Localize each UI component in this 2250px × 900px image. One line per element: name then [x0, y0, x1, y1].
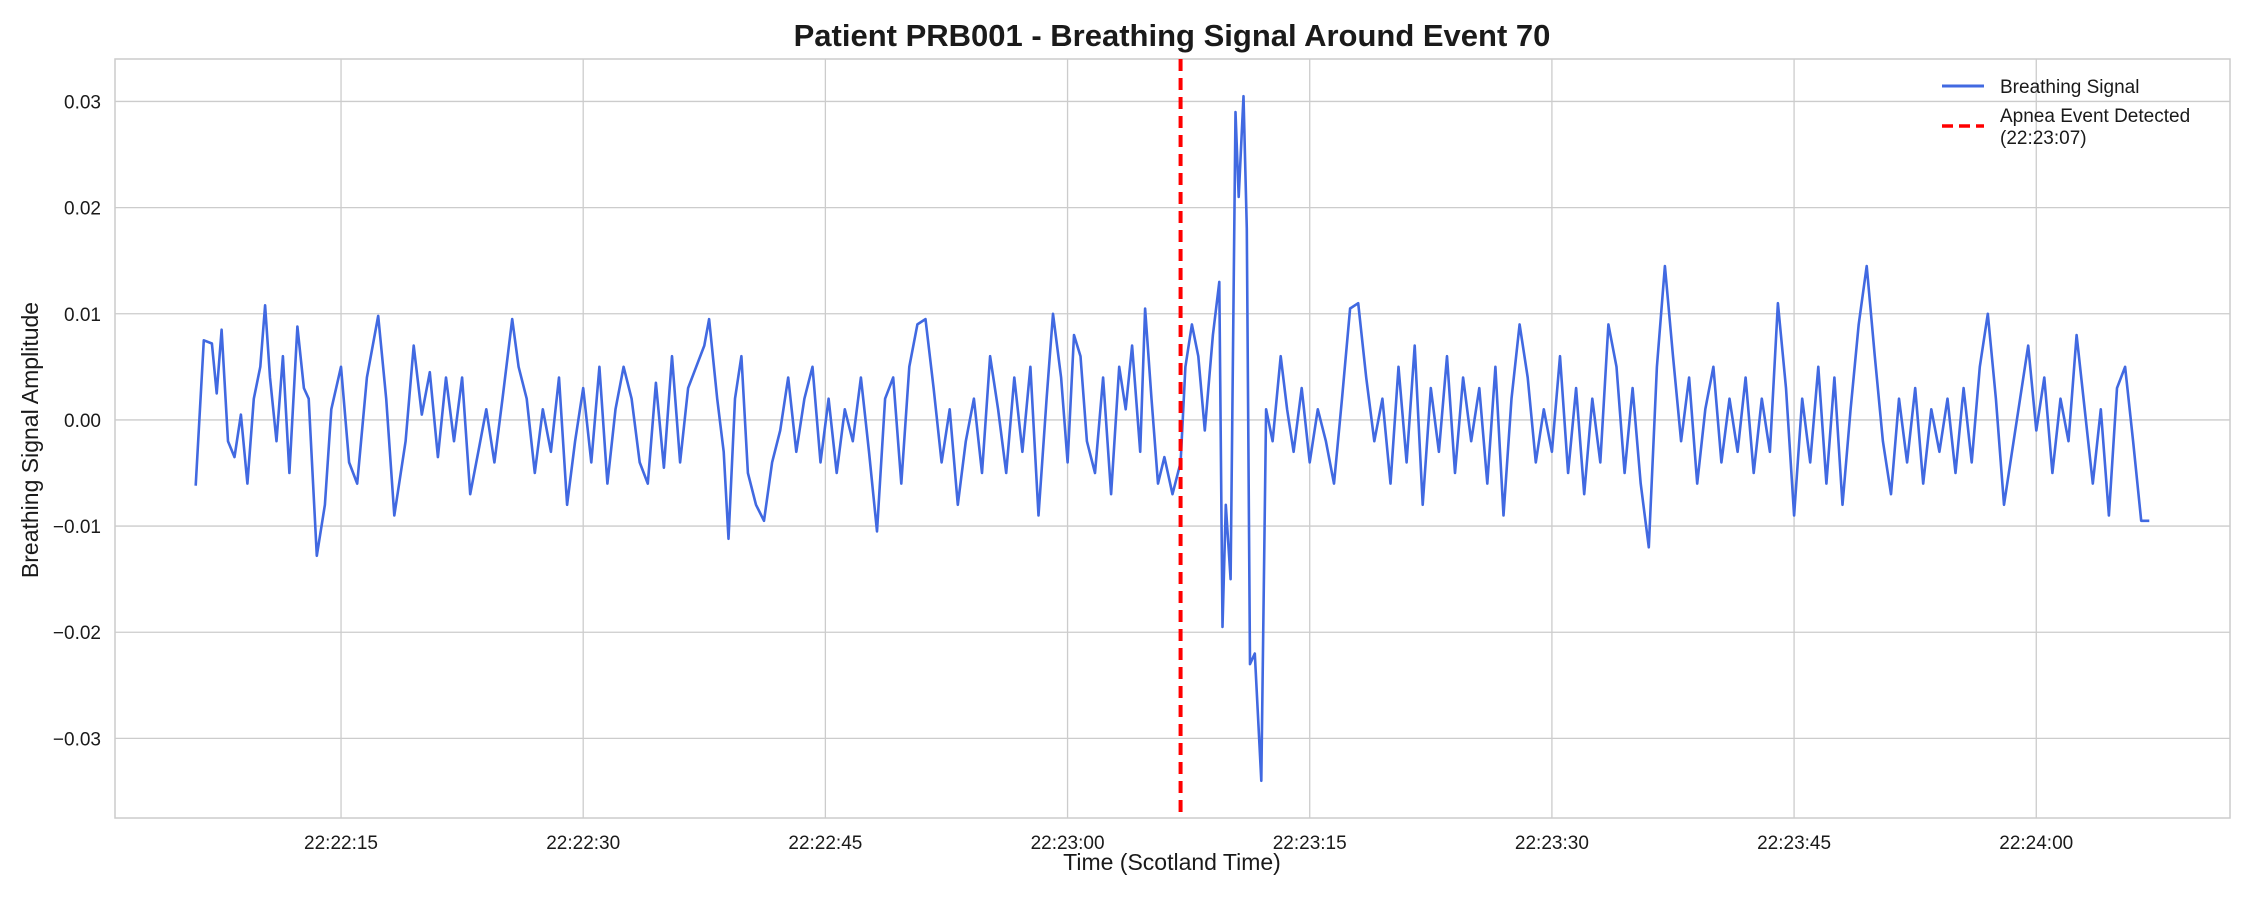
legend-label-breathing: Breathing Signal: [2000, 77, 2139, 98]
y-axis-label: Breathing Signal Amplitude: [17, 302, 43, 578]
x-tick-label: 22:23:45: [1757, 833, 1831, 854]
x-tick-label: 22:22:15: [304, 833, 378, 854]
x-tick-label: 22:23:15: [1273, 833, 1347, 854]
y-tick-label: −0.02: [53, 623, 101, 644]
y-tick-labels: 0.03 0.02 0.01 0.00 −0.01 −0.02 −0.03: [53, 92, 101, 750]
legend-label-apnea: Apnea Event Detected (22:23:07): [2000, 106, 2190, 149]
x-tick-label: 22:24:00: [1999, 833, 2073, 854]
grid: [115, 59, 2230, 818]
breathing-signal-line: [194, 94, 2150, 783]
legend: Breathing Signal Apnea Event Detected (22…: [1942, 77, 2190, 149]
y-tick-label: 0.00: [64, 411, 101, 432]
plot-frame: [114, 58, 2231, 819]
x-tick-label: 22:23:00: [1031, 833, 1105, 854]
x-tick-label: 22:22:45: [788, 833, 862, 854]
x-axis-label: Time (Scotland Time): [1063, 849, 1281, 875]
y-tick-label: 0.02: [64, 199, 101, 220]
y-tick-label: −0.01: [53, 517, 101, 538]
x-tick-label: 22:23:30: [1515, 833, 1589, 854]
legend-label-apnea-line: Apnea Event Detected: [2000, 106, 2190, 127]
series-layer: [194, 59, 2150, 818]
y-tick-label: 0.03: [64, 92, 101, 113]
chart-title: Patient PRB001 - Breathing Signal Around…: [794, 18, 1551, 53]
legend-label-apnea-line: (22:23:07): [2000, 128, 2087, 149]
x-tick-labels: 22:22:15 22:22:30 22:22:45 22:23:00 22:23:15…: [304, 833, 2073, 854]
x-tick-label: 22:22:30: [546, 833, 620, 854]
y-tick-label: −0.03: [53, 729, 101, 750]
y-tick-label: 0.01: [64, 305, 101, 326]
